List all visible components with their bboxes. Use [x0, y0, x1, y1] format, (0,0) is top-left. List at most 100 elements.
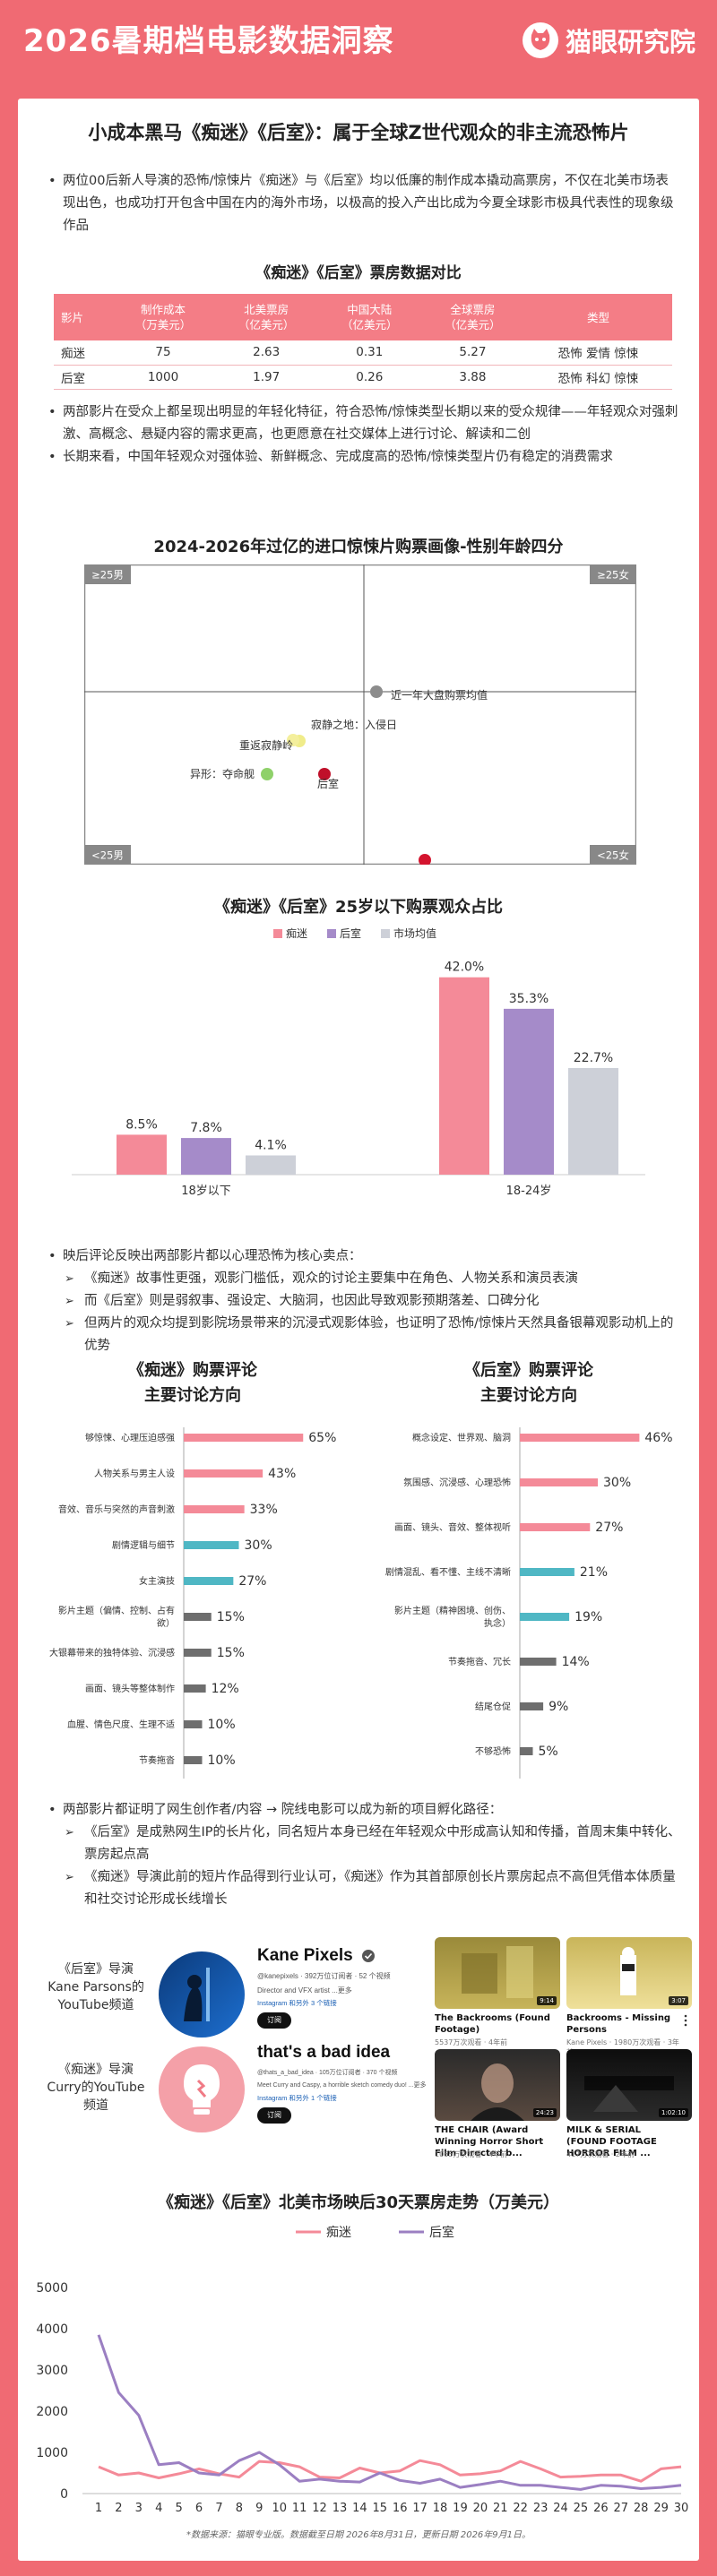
- trend-ytick: 2000: [36, 2405, 68, 2419]
- corner-tr-label: ≥25女: [597, 569, 629, 582]
- corner-br-bg: [590, 845, 636, 865]
- hbar-value: 12%: [212, 1682, 239, 1696]
- video-duration-2: 3:07: [669, 1996, 688, 2005]
- trend-ytick: 3000: [36, 2364, 68, 2378]
- video-duration-4: 1:02:10: [659, 2108, 688, 2117]
- age-bar-value-1-2: 22.7%: [574, 1051, 613, 1065]
- more-vert-icon[interactable]: [683, 2014, 688, 2027]
- table-cell: 后室: [54, 365, 112, 390]
- hbar-bar: [184, 1756, 203, 1764]
- channel-curry: that's a bad idea @thats_a_bad_idea · 10…: [157, 2043, 427, 2134]
- table-body: 痴迷 75 2.63 0.31 5.27 恐怖 爱情 惊悚 后室 1000 1.97 0.26 3.…: [54, 340, 672, 390]
- table-cell: 5.27: [420, 340, 524, 366]
- video-title-3[interactable]: THE CHAIR (Award Winning Horror Short Fi…: [435, 2125, 544, 2158]
- legend-label-1: 后室: [340, 926, 361, 940]
- trend-xtick: 8: [236, 2502, 243, 2513]
- trend-xtick: 24: [553, 2502, 568, 2513]
- curry-avatar[interactable]: [157, 2045, 246, 2134]
- curry-handle: @thats_a_bad_idea · 105万位订阅者 · 370 个视频: [257, 2070, 398, 2076]
- quad-point-0: [370, 685, 383, 698]
- hbar-bar: [184, 1649, 212, 1657]
- brand: 猫眼研究院: [522, 20, 695, 61]
- video-thumb-1[interactable]: 9:14: [435, 1937, 560, 2009]
- kane-links[interactable]: Instagram 和另外 3 个链接: [257, 1999, 337, 2007]
- corner-tr-bg: [590, 564, 636, 584]
- hbar-category: 音效、音乐与突然的声音刺激: [58, 1503, 175, 1515]
- hbar-value: 15%: [217, 1646, 245, 1660]
- video-title-2[interactable]: Backrooms - Missing Persons: [566, 2013, 671, 2035]
- title-text: 暑期档电影数据洞察: [111, 23, 394, 59]
- quad-point-label-1: 寂静之地：入侵日: [311, 718, 397, 731]
- hbar-bar: [520, 1658, 557, 1666]
- hbar-value: 27%: [238, 1574, 266, 1589]
- video-duration-1: 9:14: [537, 1996, 557, 2005]
- legend-label-2: 市场均值: [393, 926, 436, 940]
- hbar-value: 5%: [539, 1745, 558, 1759]
- trend-xtick: 10: [272, 2502, 287, 2513]
- hbar-category: 节奏拖沓: [139, 1754, 175, 1766]
- hbar-value: 15%: [217, 1610, 245, 1624]
- hbar-title-line-0: 《痴迷》购票评论: [128, 1360, 258, 1380]
- trend-xtick: 29: [653, 2502, 669, 2513]
- table-cell: 0.26: [317, 365, 421, 390]
- hbar-value: 65%: [308, 1431, 336, 1445]
- trend-xtick: 1: [95, 2502, 102, 2513]
- trend-xtick: 2: [115, 2502, 122, 2513]
- review-paragraph: 映后评论反映出两部影片都以心理恐怖为核心卖点： 《痴迷》故事性更强，观影门槛低，…: [45, 1245, 681, 1357]
- brand-name: 猫眼研究院: [565, 27, 695, 57]
- quad-point-label-2: 重返寂静岭: [239, 738, 293, 752]
- age-bar-value-1-1: 35.3%: [509, 992, 549, 1006]
- kane-handle: @kanepixels · 392万位订阅者 · 52 个视频: [257, 1972, 391, 1980]
- quadrant-chart: ≥25男 ≥25女 <25男 <25女 近一年大盘购票均值寂静之地：入侵日重返寂静岭异形…: [84, 564, 636, 865]
- trend-ytick: 4000: [36, 2322, 68, 2337]
- kane-avatar[interactable]: [157, 1950, 246, 2039]
- age-bar-chart: 痴迷 后室 市场均值 8.5% 7.8% 4.1% 18岁以下 42.0% 35.3% 22.7%…: [72, 926, 645, 1198]
- video-meta-4: 417万次观看 · 2年前: [566, 2150, 635, 2158]
- trend-xtick: 20: [473, 2502, 488, 2513]
- video-thumb-4[interactable]: 1:02:10: [566, 2049, 692, 2121]
- hbar-bar: [520, 1434, 640, 1442]
- hbar-bar: [520, 1613, 570, 1621]
- quad-point-2: [287, 734, 299, 746]
- trend-xtick: 25: [574, 2502, 589, 2513]
- video-meta-3: 1065万次观看 · 4年前: [435, 2150, 508, 2158]
- hbar-category: 氛围感、沉浸感、心理恐怖: [403, 1477, 511, 1488]
- trend-xtick: 17: [412, 2502, 428, 2513]
- age-bar-value-0-1: 7.8%: [190, 1121, 222, 1135]
- quad-point-3: [261, 768, 273, 780]
- yt-label-curry: 《痴迷》导演 Curry的YouTube 频道: [47, 2063, 145, 2113]
- kane-subscribe-button[interactable]: 订阅: [257, 2012, 291, 2029]
- trend-ytick: 5000: [36, 2281, 68, 2296]
- hbar-bar: [184, 1613, 212, 1621]
- video-thumb-2[interactable]: 3:07: [566, 1937, 692, 2009]
- hbar-category: 节奏拖沓、冗长: [448, 1656, 511, 1667]
- review-sub-3: 但两片的观众均提到影院场景带来的沉浸式观影体验，也证明了恐怖/惊悚片天然具备银幕…: [45, 1313, 681, 1357]
- headline: 小成本黑马《痴迷》《后室》：属于全球Z世代观众的非主流恐怖片: [88, 122, 629, 143]
- age-bar-value-1-0: 42.0%: [445, 961, 484, 975]
- table-cell: 1.97: [214, 365, 318, 390]
- curry-links[interactable]: Instagram 和另外 1 个链接: [257, 2094, 337, 2102]
- video-title-4[interactable]: MILK & SERIAL (FOUND FOOTAGE HORROR FILM…: [566, 2125, 657, 2158]
- trend-ytick: 1000: [36, 2446, 68, 2460]
- bullet-demand: 长期来看，中国年轻观众对强体验、新鲜概念、完成度高的恐怖/惊悚类型片仍有稳定的消…: [45, 446, 681, 469]
- hbar-value: 14%: [562, 1655, 590, 1669]
- quad-point-label-5: 痴迷: [428, 864, 450, 865]
- table-cell: 0.31: [317, 340, 421, 366]
- curry-subscribe-button[interactable]: 订阅: [257, 2107, 291, 2124]
- incubation-sub-2: 《痴迷》导演此前的短片作品得到行业认可，《痴迷》作为其首部原创长片票房起点不高但…: [45, 1866, 681, 1911]
- hbar-bar: [520, 1523, 591, 1531]
- video-thumb-3[interactable]: 24:23: [435, 2049, 560, 2121]
- corner-tl-label: ≥25男: [91, 569, 124, 582]
- trend-xtick: 21: [493, 2502, 508, 2513]
- hbar-bar: [520, 1568, 574, 1576]
- video-title-1[interactable]: The Backrooms (Found Footage): [435, 2013, 550, 2035]
- incubation-lead: 两部影片都证明了网生创作者/内容 → 院线电影可以成为新的项目孵化路径：: [45, 1799, 681, 1822]
- legend-swatch-2: [381, 929, 390, 938]
- quad-frame: [84, 564, 636, 865]
- intro-paragraph: 两位00后新人导演的恐怖/惊悚片《痴迷》与《后室》均以低廉的制作成本撬动高票房，…: [45, 170, 681, 237]
- trend-legend-label-1: 后室: [429, 2225, 454, 2240]
- trend-legend-label-0: 痴迷: [326, 2226, 351, 2240]
- trend-chart-title: 《痴迷》《后室》北美市场映后30天票房走势（万美元）: [157, 2193, 560, 2212]
